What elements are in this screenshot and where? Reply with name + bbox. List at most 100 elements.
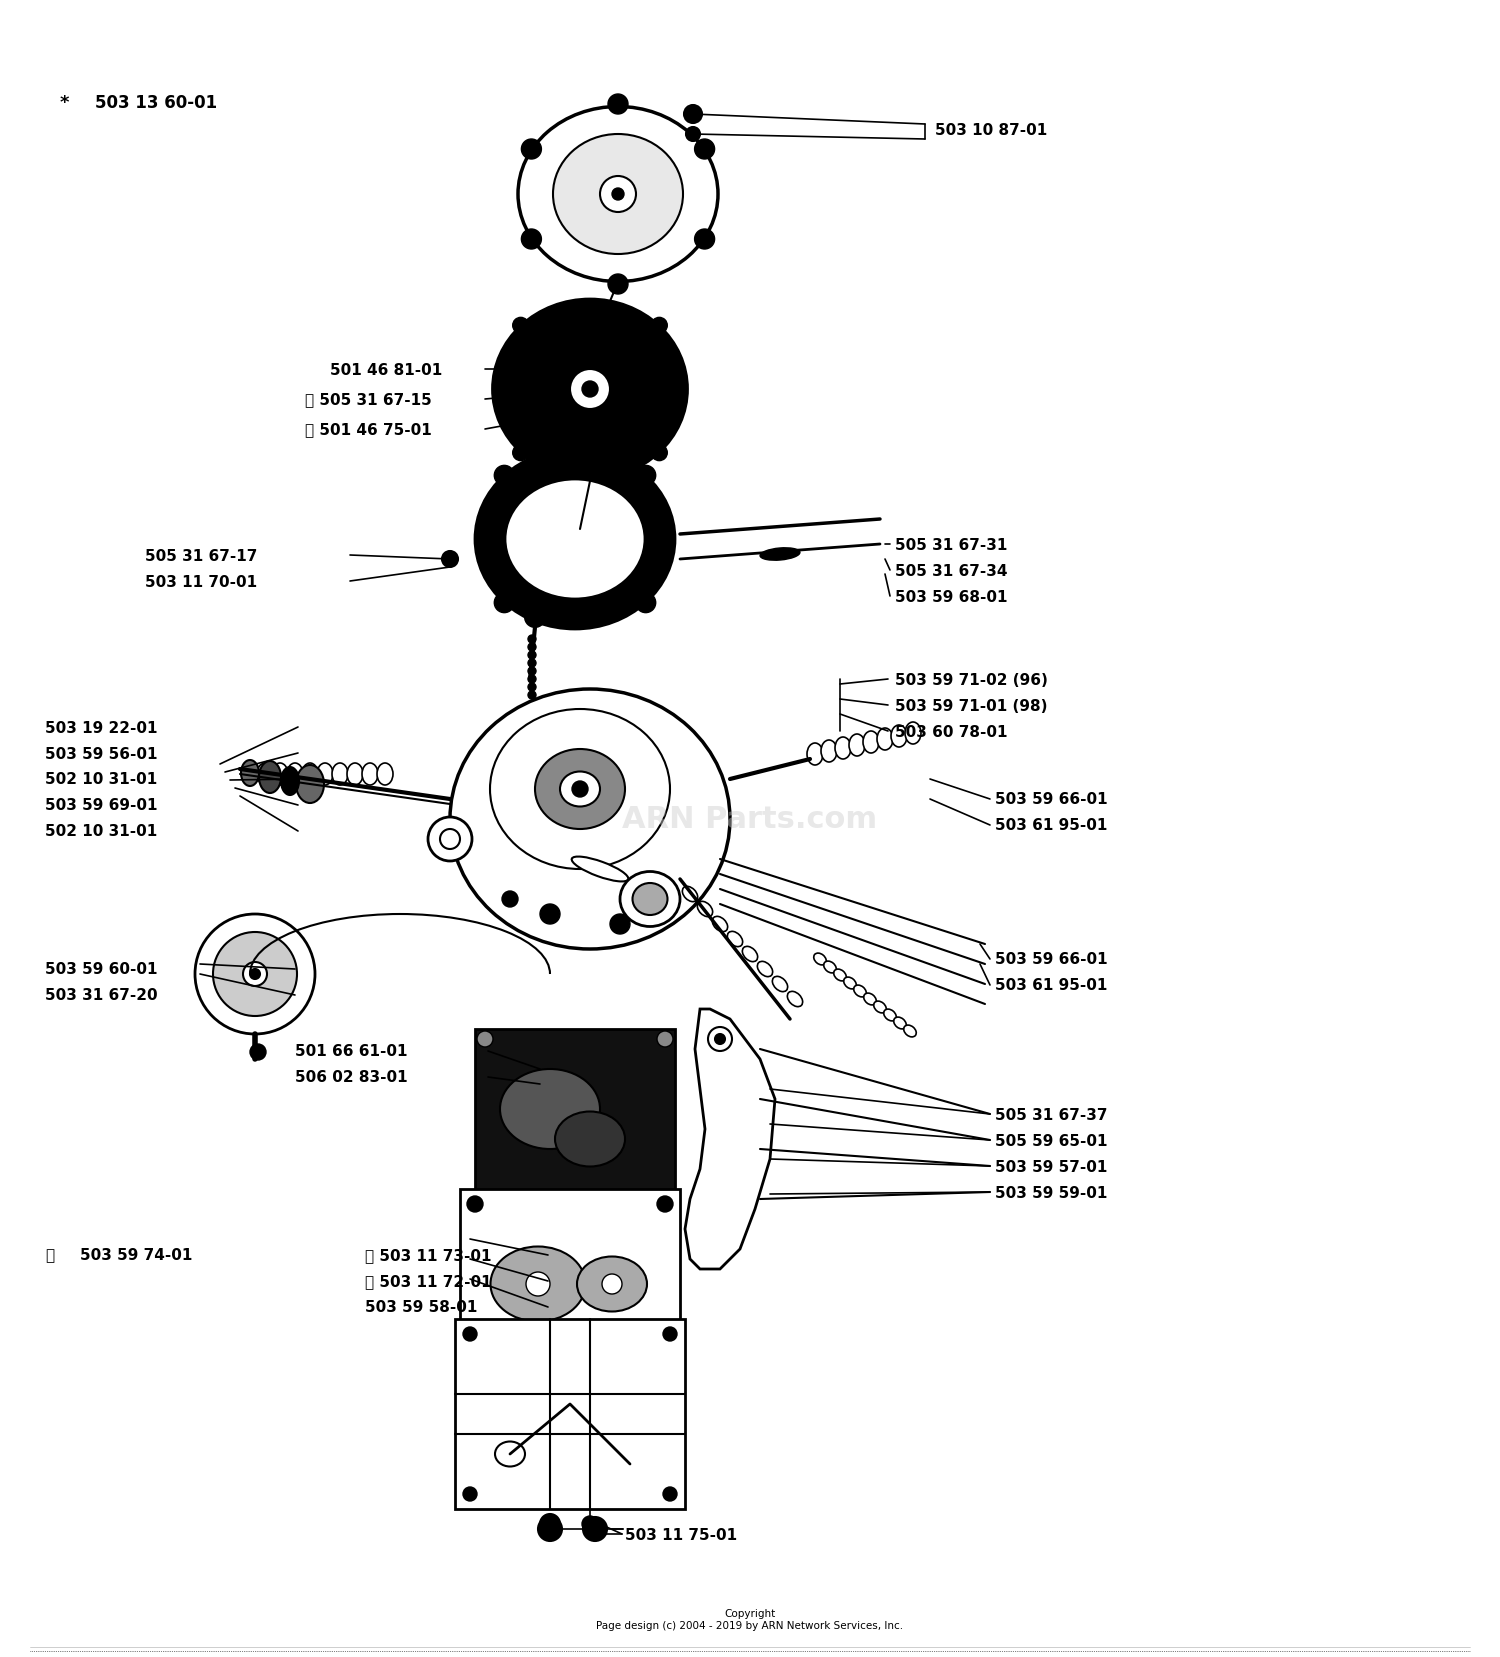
Circle shape [466,1196,483,1213]
Text: 501 66 61-01: 501 66 61-01 [296,1044,408,1059]
Ellipse shape [862,731,879,754]
Circle shape [440,830,460,850]
Polygon shape [460,1190,680,1379]
Text: 503 11 70-01: 503 11 70-01 [146,575,256,590]
Circle shape [657,1191,674,1208]
Ellipse shape [682,886,698,901]
Circle shape [584,1518,608,1541]
Ellipse shape [849,734,865,757]
Ellipse shape [500,1069,600,1150]
Circle shape [442,552,458,568]
Ellipse shape [698,901,712,916]
Text: ARN Parts.com: ARN Parts.com [622,805,878,833]
Ellipse shape [554,134,682,255]
Ellipse shape [272,764,288,785]
Circle shape [477,1031,494,1047]
Ellipse shape [878,729,892,751]
Text: 503 59 56-01: 503 59 56-01 [45,746,158,761]
Text: 503 19 22-01: 503 19 22-01 [45,721,158,736]
Ellipse shape [316,764,333,785]
Ellipse shape [821,741,837,762]
Ellipse shape [578,1256,646,1312]
Circle shape [528,636,536,643]
Polygon shape [686,1009,776,1269]
Text: 505 31 67-34: 505 31 67-34 [896,563,1008,578]
Ellipse shape [633,883,668,915]
Ellipse shape [242,761,260,787]
Text: 503 59 71-02 (96): 503 59 71-02 (96) [896,673,1048,688]
Text: 503 59 68-01: 503 59 68-01 [896,590,1008,605]
Text: 502 10 31-01: 502 10 31-01 [45,824,158,838]
Circle shape [528,684,536,691]
Circle shape [636,593,656,613]
Circle shape [243,963,267,986]
Circle shape [213,933,297,1016]
Ellipse shape [824,961,837,973]
Text: 503 13 60-01: 503 13 60-01 [94,94,218,113]
Circle shape [528,659,536,668]
Text: 503 60 78-01: 503 60 78-01 [896,724,1008,739]
Ellipse shape [903,1026,916,1037]
Ellipse shape [490,709,670,870]
Ellipse shape [506,481,645,600]
Circle shape [528,643,536,651]
Ellipse shape [296,766,324,804]
Circle shape [540,905,560,925]
Text: 503 59 71-01 (98): 503 59 71-01 (98) [896,698,1047,713]
Text: 503 61 95-01: 503 61 95-01 [994,978,1107,993]
Circle shape [663,1486,676,1501]
Text: 503 59 69-01: 503 59 69-01 [45,799,158,814]
Ellipse shape [760,548,800,560]
Ellipse shape [286,764,303,785]
Ellipse shape [772,976,788,993]
Circle shape [610,915,630,935]
Circle shape [495,593,514,613]
Circle shape [608,275,628,295]
Ellipse shape [555,1112,626,1167]
Circle shape [525,608,544,628]
Ellipse shape [843,978,856,989]
Circle shape [540,1514,560,1534]
Ellipse shape [280,767,298,795]
Circle shape [495,466,514,486]
Ellipse shape [891,726,908,747]
Text: *: * [60,94,69,113]
Ellipse shape [712,916,728,933]
Bar [454,1319,686,1510]
Circle shape [602,1274,622,1294]
Ellipse shape [260,762,280,794]
Circle shape [503,891,518,908]
Text: 506 02 83-01: 506 02 83-01 [296,1070,408,1085]
Circle shape [600,177,636,212]
Ellipse shape [904,722,921,744]
Circle shape [251,1044,266,1060]
Circle shape [651,318,668,335]
Text: ⓪ 503 11 72-01: ⓪ 503 11 72-01 [364,1274,492,1289]
Text: ⓪ 503 11 73-01: ⓪ 503 11 73-01 [364,1248,492,1263]
Text: ⓪ 505 31 67-15: ⓪ 505 31 67-15 [304,393,432,408]
Circle shape [663,1327,676,1341]
Ellipse shape [560,772,600,807]
Circle shape [195,915,315,1034]
Text: 503 59 60-01: 503 59 60-01 [45,963,158,978]
Ellipse shape [256,764,273,785]
Text: ⓪ 501 46 75-01: ⓪ 501 46 75-01 [304,423,432,437]
Text: 505 31 67-31: 505 31 67-31 [896,537,1008,552]
Circle shape [477,1191,494,1208]
Circle shape [582,381,598,398]
Circle shape [694,230,714,250]
Ellipse shape [834,969,846,981]
Circle shape [686,128,700,143]
Circle shape [466,1355,483,1372]
Ellipse shape [362,764,378,785]
Text: 503 11 75-01: 503 11 75-01 [626,1526,736,1541]
Ellipse shape [242,764,258,785]
Ellipse shape [376,764,393,785]
Circle shape [522,139,542,161]
Ellipse shape [450,689,730,949]
Ellipse shape [476,449,675,630]
Circle shape [684,106,702,124]
Text: 502 10 31-01: 502 10 31-01 [45,772,158,787]
Ellipse shape [836,737,850,759]
Circle shape [572,782,588,797]
